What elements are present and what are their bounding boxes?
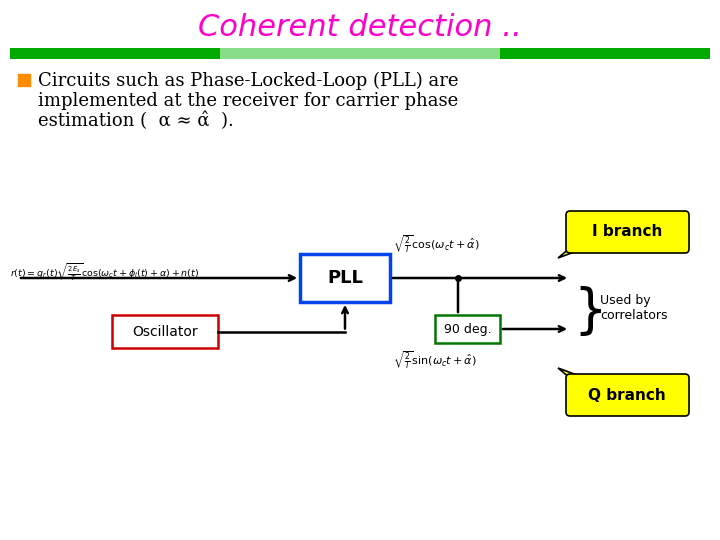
Text: $r(t)=g_r(t)\sqrt{\frac{2E_s}{T}}\cos(\omega_c t+\phi_i(t)+\alpha)+n(t)$: $r(t)=g_r(t)\sqrt{\frac{2E_s}{T}}\cos(\o… bbox=[10, 261, 199, 282]
FancyBboxPatch shape bbox=[566, 374, 689, 416]
Polygon shape bbox=[558, 368, 585, 378]
FancyBboxPatch shape bbox=[500, 48, 710, 59]
FancyBboxPatch shape bbox=[220, 48, 500, 59]
FancyBboxPatch shape bbox=[566, 211, 689, 253]
Polygon shape bbox=[558, 248, 585, 258]
Text: estimation (  α ≈ α̂  ).: estimation ( α ≈ α̂ ). bbox=[38, 112, 234, 131]
Text: 90 deg.: 90 deg. bbox=[444, 322, 491, 335]
FancyBboxPatch shape bbox=[10, 48, 220, 59]
FancyBboxPatch shape bbox=[300, 254, 390, 302]
Text: Used by
correlators: Used by correlators bbox=[600, 294, 667, 322]
Text: Circuits such as Phase-Locked-Loop (PLL) are: Circuits such as Phase-Locked-Loop (PLL)… bbox=[38, 72, 459, 90]
Text: I branch: I branch bbox=[592, 225, 662, 240]
Text: }: } bbox=[573, 286, 607, 338]
Text: PLL: PLL bbox=[327, 269, 363, 287]
Text: $\sqrt{\frac{2}{T}}\sin(\omega_c t+\hat{\alpha})$: $\sqrt{\frac{2}{T}}\sin(\omega_c t+\hat{… bbox=[393, 350, 477, 371]
Text: Coherent detection ..: Coherent detection .. bbox=[198, 14, 522, 43]
Text: Q branch: Q branch bbox=[588, 388, 666, 402]
Text: Oscillator: Oscillator bbox=[132, 325, 198, 339]
Text: $\sqrt{\frac{2}{T}}\cos(\omega_c t+\hat{\alpha})$: $\sqrt{\frac{2}{T}}\cos(\omega_c t+\hat{… bbox=[393, 234, 480, 255]
FancyBboxPatch shape bbox=[112, 315, 218, 348]
Text: implemented at the receiver for carrier phase: implemented at the receiver for carrier … bbox=[38, 92, 458, 110]
FancyBboxPatch shape bbox=[435, 315, 500, 343]
